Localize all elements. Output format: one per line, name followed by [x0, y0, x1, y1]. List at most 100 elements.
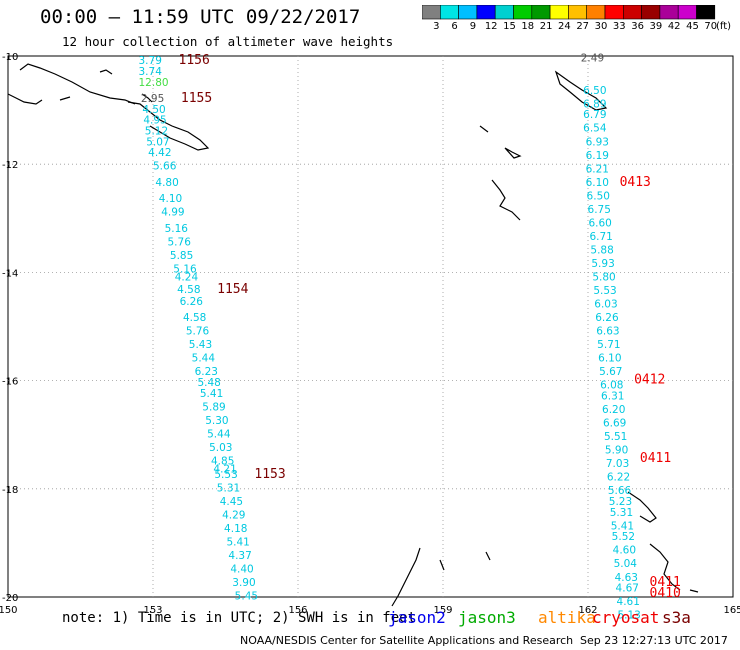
pass-number: 1153	[254, 467, 285, 482]
swh-value: 6.23	[195, 366, 218, 378]
swh-value: 6.22	[607, 472, 630, 484]
lat-tick-label: -14	[2, 268, 18, 279]
lon-tick-label: 150	[0, 605, 18, 616]
swh-value: 5.88	[590, 244, 613, 256]
legend-cryosat: cryosat	[592, 608, 660, 627]
colorbar-label: 12	[484, 21, 498, 32]
swh-value: 5.07	[146, 136, 169, 148]
swh-value: 5.66	[608, 485, 632, 497]
swh-value: 4.99	[161, 207, 184, 219]
pass-number: 1156	[179, 53, 210, 68]
swh-value: 4.29	[222, 510, 245, 522]
swh-value: 5.16	[173, 263, 197, 275]
pass-number: 0413	[620, 175, 651, 190]
swh-value: 5.48	[197, 377, 220, 389]
colorbar-label: 18	[521, 21, 535, 32]
colorbar-label: 15	[503, 21, 516, 32]
swh-value: 6.89	[583, 98, 606, 110]
swh-value: 6.08	[600, 380, 623, 392]
map-subtitle: 12 hour collection of altimeter wave hei…	[62, 34, 394, 49]
swh-value: 4.63	[615, 572, 638, 584]
swh-value: 5.53	[214, 469, 237, 481]
swh-value: 5.03	[209, 442, 232, 454]
swh-value: 5.16	[165, 223, 189, 235]
swh-value: 6.20	[602, 404, 625, 416]
swh-value: 6.10	[586, 177, 609, 189]
swh-value: 4.95	[143, 115, 166, 127]
colorbar-label: 6	[451, 21, 458, 32]
swh-value: 4.58	[183, 312, 206, 324]
swh-value: 5.67	[599, 366, 622, 378]
swh-value: 5.90	[605, 445, 628, 457]
swh-value: 6.54	[583, 123, 607, 135]
coastlines	[7, 63, 699, 607]
swh-value: 5.45	[235, 591, 258, 603]
legend-jason2: jason2	[388, 608, 446, 627]
lon-tick-label: 156	[288, 605, 307, 616]
swh-value: 4.42	[148, 147, 171, 159]
colorbar-label: 24	[558, 21, 571, 32]
lat-tick-label: -10	[2, 52, 18, 63]
legend-jason3: jason3	[458, 608, 516, 627]
lat-tick-label: -16	[2, 377, 18, 388]
swh-value: 6.79	[583, 109, 606, 121]
swh-value: 5.53	[593, 285, 616, 297]
colorbar-label: 30	[594, 21, 608, 32]
swh-value: 5.93	[591, 258, 614, 270]
lat-tick-label: -18	[2, 485, 18, 496]
swh-value: 4.37	[228, 550, 251, 562]
swh-value: 4.10	[159, 193, 182, 205]
lat-tick-label: -20	[2, 593, 18, 604]
swh-value: 5.30	[205, 415, 228, 427]
swh-value: 6.03	[594, 299, 617, 311]
lon-tick-label: 162	[578, 605, 597, 616]
colorbar-label: 42	[667, 21, 681, 32]
swh-value: 5.71	[597, 339, 620, 351]
swh-value: 4.85	[211, 455, 234, 467]
wave-height-colorbar	[422, 5, 716, 20]
swh-value: 6.19	[586, 150, 609, 162]
swh-value: 6.63	[596, 326, 619, 338]
pass-number: 0410	[650, 586, 681, 601]
swh-value: 3.90	[232, 577, 255, 589]
vanuatu-north	[627, 491, 699, 593]
pass-number: 0411	[640, 451, 671, 466]
swh-value: 4.67	[616, 583, 639, 595]
swh-value: 4.18	[224, 523, 247, 535]
swh-value: 4.61	[617, 596, 640, 608]
swh-value: 6.21	[586, 163, 609, 175]
swh-value: 4.50	[142, 104, 165, 116]
pass-number: 0411	[650, 575, 681, 590]
swh-value: 7.03	[606, 458, 629, 470]
swh-value: 5.85	[170, 250, 193, 262]
colorbar-label: 39	[649, 21, 663, 32]
swh-value: 4.60	[613, 545, 636, 557]
colorbar-label: 27	[576, 21, 590, 32]
legend-s3a: s3a	[662, 608, 691, 627]
swh-value: 5.31	[217, 483, 240, 495]
swh-value: 5.66	[153, 161, 177, 173]
swh-value: 5.51	[604, 431, 627, 443]
new-caledonia-north	[391, 547, 491, 607]
swh-value: 4.45	[220, 496, 243, 508]
lon-tick-label: 165	[723, 605, 740, 616]
colorbar-swatch	[696, 5, 716, 20]
lat-tick-label: -12	[2, 160, 18, 171]
swh-value: 6.60	[588, 217, 611, 229]
swh-value: 5.43	[189, 339, 212, 351]
colorbar-label: 3	[433, 21, 440, 32]
colorbar-unit: (ft)	[716, 21, 732, 32]
swh-value: 6.26	[595, 312, 619, 324]
swh-value: 5.31	[610, 507, 633, 519]
swh-value: 5.89	[202, 401, 225, 413]
new-guinea-coast	[7, 63, 136, 105]
colorbar-label: 33	[612, 21, 626, 32]
swh-value: 6.26	[180, 296, 204, 308]
swh-value: 6.93	[586, 136, 609, 148]
swh-value: 6.50	[587, 190, 610, 202]
swh-value: 2.95	[141, 93, 164, 105]
swh-value: 5.76	[186, 326, 210, 338]
swh-value: 5.23	[609, 496, 632, 508]
swh-value: 5.44	[207, 428, 231, 440]
